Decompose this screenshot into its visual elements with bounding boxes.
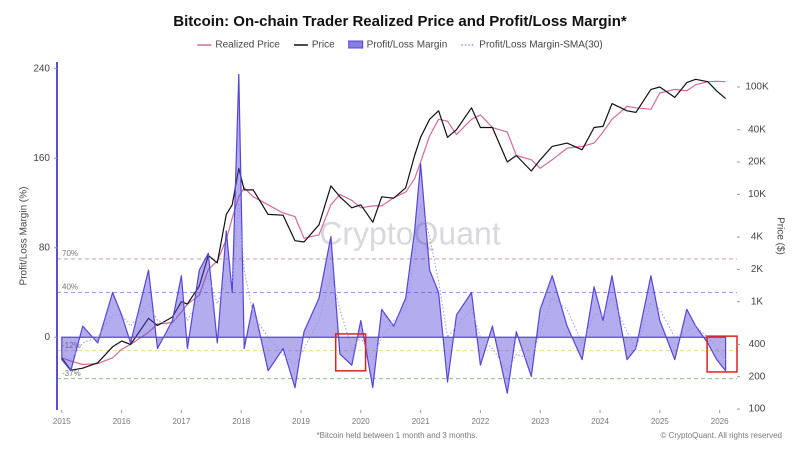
y2-tick-label: 10K [748, 189, 766, 200]
margin-area [61, 73, 727, 394]
x-tick-label: 2024 [591, 417, 609, 426]
y2-tick-label: 200 [749, 371, 766, 382]
y2-tick-label: 4K [751, 232, 764, 243]
price-line [61, 80, 726, 366]
x-tick-label: 2015 [53, 417, 71, 426]
x-tick-label: 2021 [412, 417, 430, 426]
highlight-box [706, 335, 738, 373]
y-axis-title: Profit/Loss Margin (%) [19, 187, 30, 286]
y2-tick-label: 1K [751, 296, 764, 307]
x-tick-label: 2017 [172, 417, 190, 426]
highlight-box [334, 333, 367, 372]
reference-label: 70% [62, 249, 78, 258]
y2-tick-label: 400 [749, 339, 766, 350]
legend-label: Price [312, 40, 335, 51]
reference-label: -12% [62, 341, 81, 350]
footnote: *Bitcoin held between 1 month and 3 mont… [317, 431, 478, 440]
y-tick-label: 0 [44, 332, 50, 343]
chart-title: Bitcoin: On-chain Trader Realized Price … [173, 13, 627, 30]
legend-label: Profit/Loss Margin-SMA(30) [479, 40, 602, 51]
credit: © CryptoQuant. All rights reserved [661, 431, 783, 440]
legend-label: Profit/Loss Margin [367, 40, 448, 51]
legend-label: Realized Price [215, 40, 280, 51]
y2-tick-label: 2K [751, 264, 764, 275]
watermark: CryptoQuant [319, 215, 501, 251]
x-tick-label: 2016 [113, 417, 131, 426]
price-line [61, 78, 726, 371]
x-tick-label: 2026 [711, 417, 729, 426]
reference-label: -37% [62, 369, 81, 378]
legend-swatch [348, 40, 364, 49]
y-tick-label: 80 [39, 242, 51, 253]
y-tick-label: 160 [33, 153, 50, 164]
x-tick-label: 2025 [651, 417, 669, 426]
legend: Realized Price Price Profit/Loss Margin Pro… [197, 40, 603, 51]
x-tick-label: 2019 [292, 417, 310, 426]
y2-tick-label: 100 [749, 404, 766, 415]
x-tick-label: 2020 [352, 417, 370, 426]
sma-line [61, 202, 726, 372]
x-tick-label: 2018 [232, 417, 250, 426]
y2-axis-title: Price ($) [774, 217, 785, 255]
y-tick-label: 240 [33, 63, 50, 74]
x-tick-label: 2023 [531, 417, 549, 426]
y2-tick-label: 40K [748, 124, 766, 135]
y2-tick-label: 20K [748, 157, 766, 168]
x-tick-label: 2022 [472, 417, 490, 426]
y2-tick-label: 100K [745, 82, 769, 93]
reference-label: 40% [62, 283, 78, 292]
